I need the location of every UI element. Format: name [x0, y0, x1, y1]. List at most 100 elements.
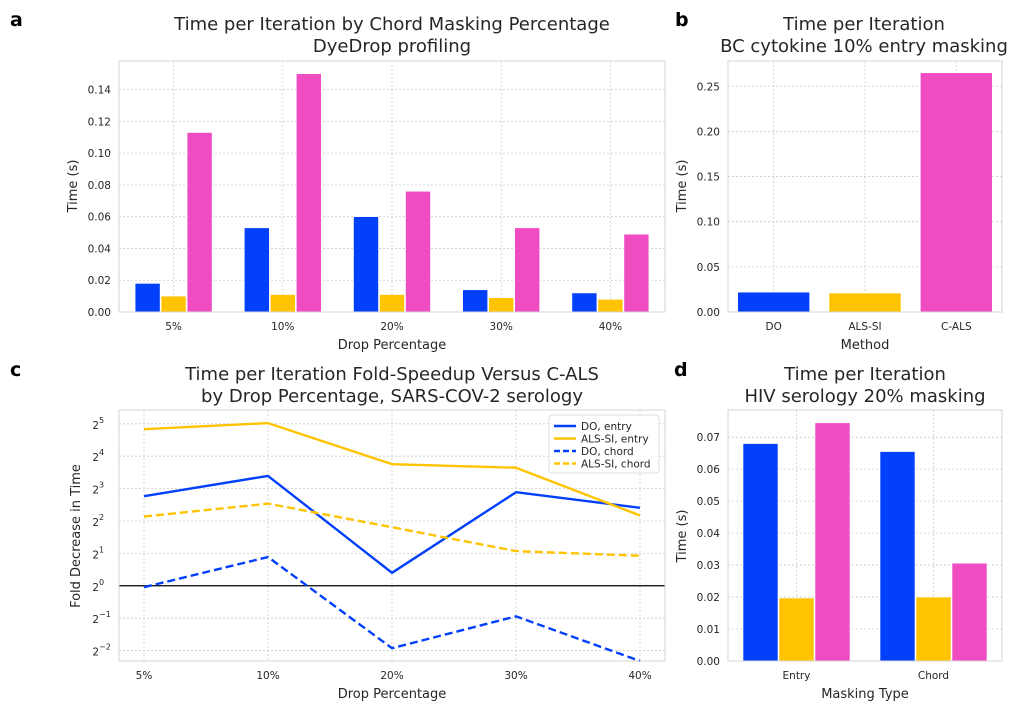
chart-a-plot: 0.00 0.02 0.04 0.06 0.08 0.10 0.12 0.14 5% 10% 20%…: [88, 60, 666, 333]
chart-c-ytick-label: 2: [92, 647, 99, 659]
chart-c-legend-box: [548, 414, 660, 474]
chart-d-ytick-label: 0.01: [697, 624, 720, 636]
chart-c-ytick-exponent: 0: [99, 578, 104, 587]
chart-a-bar-ALS-SI-20%: [379, 294, 405, 313]
panel-letter-d: d: [674, 359, 688, 381]
panel-letter-c: c: [10, 359, 21, 381]
chart-a-bar-ALS-SI-10%: [269, 294, 296, 313]
chart-d-bar-ALS-SI-Entry: [778, 597, 815, 662]
chart-b-bar-DO: [737, 291, 810, 313]
chart-b-ytick-label: 0.05: [697, 262, 720, 274]
chart-c-ytick-exponent: −2: [99, 643, 111, 652]
chart-d-title-line2: HIV serology 20% masking: [744, 386, 985, 407]
chart-d-bar-ALS-SI-Chord: [915, 596, 952, 662]
chart-a-xtick-label: 20%: [380, 321, 403, 333]
chart-c-frame: [118, 409, 666, 662]
chart-c-xtick-label: 5%: [136, 670, 153, 682]
chart-c-ylabel: Fold Decrease in Time: [69, 464, 84, 608]
chart-c-ytick-exponent: 4: [99, 448, 104, 457]
chart-d-frame: [727, 409, 1003, 662]
chart-a-ytick-label: 0.08: [88, 180, 111, 192]
chart-c-legend-label: DO, chord: [581, 446, 634, 458]
chart-d-ytick-label: 0.03: [697, 560, 720, 572]
chart-b-ytick-label: 0.00: [697, 307, 720, 319]
chart-d-bar-C-ALS-Chord: [951, 562, 988, 662]
chart-c-ytick-label: 2: [92, 549, 99, 561]
chart-a-bar-DO-5%: [134, 283, 161, 313]
chart-a-xtick-label: 40%: [599, 321, 622, 333]
chart-a-ytick-label: 0.10: [88, 148, 111, 160]
chart-c-ytick-exponent: 5: [99, 416, 104, 425]
chart-c-ytick-exponent: 1: [99, 545, 104, 554]
chart-d-ytick-label: 0.07: [697, 432, 720, 444]
chart-d-ytick-label: 0.05: [697, 496, 720, 508]
chart-c-ytick-exponent: −1: [99, 610, 111, 619]
chart-c-ytick-label: 2: [92, 614, 99, 626]
chart-c-xlabel: Drop Percentage: [338, 687, 447, 702]
panel-letter-a: a: [10, 9, 23, 31]
chart-a-bar-DO-10%: [244, 227, 270, 313]
chart-a-bar-ALS-SI-40%: [597, 298, 624, 313]
chart-b-plot: 0.00 0.05 0.10 0.15 0.20 0.25 DO ALS-SI C-ALS: [697, 60, 1003, 333]
chart-b-xlabel: Method: [841, 338, 890, 353]
chart-b-frame: [727, 60, 1003, 313]
chart-b-title-line1: Time per Iteration: [782, 14, 945, 35]
chart-d-ylabel: Time (s): [675, 510, 690, 564]
panel-letter-b: b: [675, 9, 689, 31]
chart-a-bar-DO-40%: [571, 292, 598, 313]
chart-c-title-line1: Time per Iteration Fold-Speedup Versus C…: [184, 364, 599, 385]
chart-c-line-do-chord: [143, 555, 641, 663]
chart-a-xtick-label: 5%: [165, 321, 182, 333]
chart-d-plot: 0.00 0.01 0.02 0.03 0.04 0.05 0.06 0.07 Entry Cho…: [697, 409, 1003, 682]
chart-c-ytick-label: 2: [92, 452, 99, 464]
chart-a-ytick-label: 0.14: [88, 85, 112, 97]
chart-d-title-line1: Time per Iteration: [783, 364, 946, 385]
chart-d-ytick-label: 0.04: [697, 528, 721, 540]
chart-d-xtick-label: Entry: [783, 670, 811, 682]
chart-a-bar-C-ALS-5%: [186, 132, 213, 313]
chart-b-bar-C-ALS: [920, 72, 993, 313]
chart-a-ytick-label: 0.00: [88, 307, 111, 319]
chart-c-xtick-label: 30%: [504, 670, 527, 682]
chart-a-bar-C-ALS-30%: [514, 227, 541, 313]
chart-c-ytick-exponent: 2: [99, 513, 104, 522]
chart-a-ytick-label: 0.02: [88, 275, 111, 287]
chart-c-line-als-si-entry: [143, 421, 641, 517]
chart-a-bar-DO-20%: [353, 216, 379, 313]
chart-a-ytick-label: 0.06: [88, 212, 112, 224]
chart-a-ytick-label: 0.12: [88, 116, 111, 128]
chart-c-xtick-label: 20%: [380, 670, 403, 682]
chart-d-ytick-label: 0.06: [697, 464, 721, 476]
chart-a-bar-C-ALS-20%: [405, 190, 431, 313]
chart-c-plot: 2 −22 −12 02 12 22 32 42 55% 10% 20% 30% 40%DO, entr…: [92, 409, 666, 682]
chart-a-bar-C-ALS-40%: [623, 233, 650, 313]
chart-b-bar-ALS-SI: [828, 292, 902, 313]
chart-d-xlabel: Masking Type: [821, 687, 909, 702]
chart-a-xlabel: Drop Percentage: [338, 338, 447, 353]
chart-c-xtick-label: 10%: [256, 670, 279, 682]
chart-d-ytick-label: 0.00: [697, 656, 720, 668]
chart-d-bar-C-ALS-Entry: [814, 422, 851, 662]
chart-a-frame: [118, 60, 666, 313]
chart-d-xtick-label: Chord: [918, 670, 949, 682]
chart-c-xtick-label: 40%: [628, 670, 651, 682]
chart-c-ytick-label: 2: [92, 517, 99, 529]
chart-a-bar-ALS-SI-30%: [488, 297, 515, 313]
chart-a-xtick-label: 10%: [271, 321, 294, 333]
chart-c-title-line2: by Drop Percentage, SARS-COV-2 serology: [201, 386, 583, 407]
chart-d-bar-DO-Entry: [742, 443, 779, 662]
chart-b-ytick-label: 0.15: [697, 172, 720, 184]
chart-b-ylabel: Time (s): [675, 160, 690, 214]
chart-c-ytick-label: 2: [92, 485, 99, 497]
chart-b-ytick-label: 0.20: [697, 126, 720, 138]
chart-a-bar-DO-30%: [462, 289, 489, 313]
chart-c-ytick-exponent: 3: [99, 481, 104, 490]
chart-b-ytick-label: 0.10: [697, 217, 720, 229]
chart-b-xtick-label: C-ALS: [941, 321, 972, 333]
chart-a-xtick-label: 30%: [490, 321, 513, 333]
chart-c-line-do-entry: [143, 474, 641, 575]
chart-a-bar-ALS-SI-5%: [160, 295, 187, 313]
chart-a-bar-C-ALS-10%: [295, 73, 322, 313]
chart-c-legend-label: ALS-SI, entry: [581, 434, 649, 446]
